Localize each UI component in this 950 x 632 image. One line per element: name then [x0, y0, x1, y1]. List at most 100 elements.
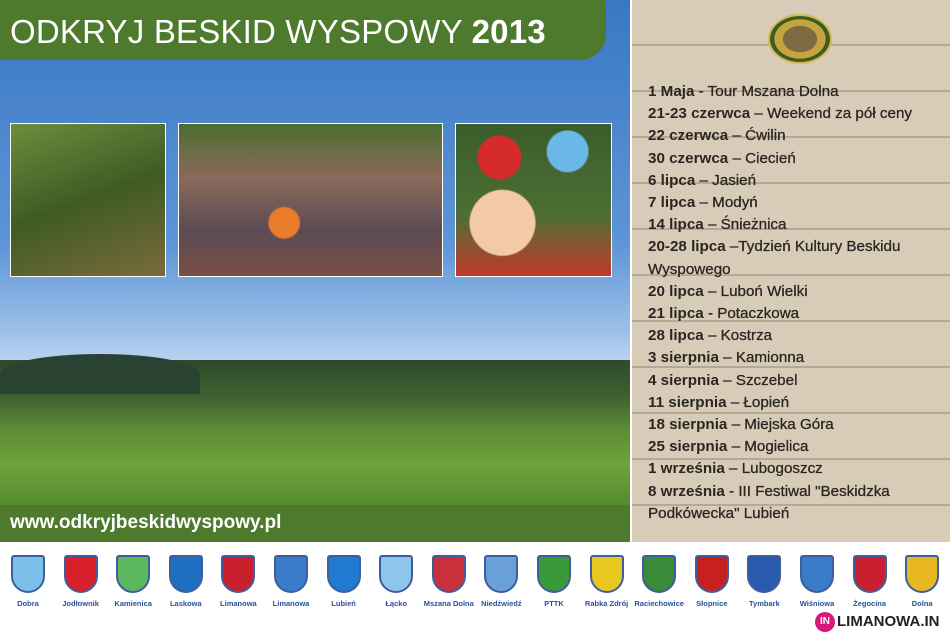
event-item: 25 sierpnia – Mogielica	[648, 436, 950, 458]
event-item: 1 Maja - Tour Mszana Dolna	[648, 81, 950, 103]
event-date: 4 sierpnia	[648, 371, 719, 389]
coat-of-arms-icon	[905, 555, 940, 593]
event-schedule-panel	[632, 0, 950, 542]
event-date: 21-23 czerwca	[648, 105, 751, 123]
crest-item: Słopnice	[686, 555, 738, 608]
crest-label: Dolna	[911, 599, 933, 608]
event-name: Jasień	[712, 171, 757, 189]
event-separator: –	[727, 438, 745, 456]
crest-item: Raciechowice	[633, 555, 685, 608]
event-name: Łopień	[743, 393, 790, 411]
photo-children	[455, 123, 612, 277]
crest-label: Wiśniowa	[799, 599, 835, 608]
coat-of-arms-icon	[484, 555, 519, 593]
crest-item: Dobra	[2, 555, 54, 608]
event-name: Lubogoszcz	[741, 460, 823, 478]
crest-label: Słopnice	[696, 599, 728, 608]
title-year: 2013	[471, 13, 546, 50]
landscape-image	[0, 354, 630, 510]
title-text: ODKRYJ BESKID WYSPOWY	[10, 13, 463, 50]
event-item: 1 września – Lubogoszcz	[648, 458, 950, 480]
event-name: Luboń Wielki	[720, 282, 808, 300]
event-date: 30 czerwca	[648, 149, 729, 167]
event-separator: –	[703, 216, 721, 234]
event-separator: –	[725, 238, 739, 256]
event-date: 1 Maja	[648, 83, 695, 100]
event-date: 20 lipca	[648, 282, 704, 300]
event-separator: –	[703, 327, 721, 345]
crest-item: Dolna	[896, 555, 948, 608]
crest-label: Kamienica	[114, 599, 152, 608]
crest-label: Rabka Zdrój	[584, 599, 629, 608]
website-link[interactable]: www.odkryjbeskidwyspowy.pl	[0, 505, 630, 542]
event-date: 11 sierpnia	[648, 393, 727, 411]
event-separator: –	[726, 393, 744, 411]
event-date: 3 sierpnia	[648, 349, 719, 367]
beskid-logo	[768, 14, 832, 64]
event-item: 6 lipca – Jasień	[648, 170, 950, 192]
event-name: Modyń	[712, 194, 758, 212]
coat-of-arms-icon	[221, 555, 256, 593]
event-date: 20-28 lipca	[648, 238, 726, 256]
watermark-text: LIMANOWA.IN	[837, 613, 940, 630]
event-item: 11 sierpnia – Łopień	[648, 392, 950, 414]
event-date: 28 lipca	[648, 327, 704, 345]
event-item: 14 lipca – Śnieżnica	[648, 214, 950, 236]
crest-item: Niedźwiedź	[475, 555, 527, 608]
crest-label: Jodłownik	[62, 599, 99, 608]
event-item: 20 lipca – Luboń Wielki	[648, 281, 950, 303]
coat-of-arms-icon	[852, 555, 887, 593]
event-date: 22 czerwca	[648, 127, 729, 145]
event-date: 6 lipca	[648, 171, 696, 189]
crest-item: Kamienica	[107, 555, 159, 608]
event-name: Ciecień	[745, 149, 796, 167]
coat-of-arms-icon	[694, 555, 729, 593]
coat-of-arms-icon	[168, 555, 203, 593]
event-name: Ćwilin	[745, 127, 786, 145]
event-date: 1 września	[648, 460, 725, 478]
crest-label: Niedźwiedź	[481, 599, 522, 608]
photo-crowd	[178, 123, 443, 277]
event-separator: –	[750, 105, 768, 123]
event-name: Tour Mszana Dolna	[707, 83, 839, 100]
event-date: 8 września	[648, 482, 725, 500]
event-separator: –	[695, 194, 713, 212]
event-name: III Festiwal "Beskidzka Podkówecka" Lubi…	[648, 482, 890, 523]
event-name: Śnieżnica	[720, 216, 787, 234]
event-name: Kamionna	[735, 349, 805, 367]
event-separator: –	[695, 171, 713, 189]
event-item: 20-28 lipca –Tydzień Kultury Beskidu Wys…	[648, 236, 950, 280]
event-item: 4 sierpnia – Szczebel	[648, 370, 950, 392]
coat-of-arms-icon	[11, 555, 45, 593]
event-separator: –	[724, 460, 742, 478]
event-item: 21-23 czerwca – Weekend za pół ceny	[648, 103, 950, 125]
coat-of-arms-icon	[63, 555, 98, 593]
coat-of-arms-icon	[116, 555, 151, 593]
coat-of-arms-icon	[537, 555, 571, 593]
crest-item: Limanowa	[265, 555, 317, 608]
event-list: 1 Maja - Tour Mszana Dolna 21-23 czerwca …	[648, 81, 950, 525]
event-separator: –	[727, 416, 745, 434]
municipality-crests: Dobra Jodłownik Kamienica Laskowa Limanowa Li…	[0, 555, 950, 612]
crest-label: Limanowa	[272, 599, 310, 608]
crest-label: Limanowa	[220, 599, 257, 608]
crest-label: Lubień	[331, 599, 356, 608]
coat-of-arms-icon	[274, 555, 308, 593]
event-item: 8 września - III Festiwal "Beskidzka Pod…	[648, 481, 950, 525]
coat-of-arms-icon	[642, 555, 677, 593]
event-item: 18 sierpnia – Miejska Góra	[648, 414, 950, 436]
crest-item: Mszana Dolna	[423, 555, 475, 608]
crest-item: Łącko	[370, 555, 422, 608]
crest-item: PTTK	[528, 555, 580, 608]
crest-label: Laskowa	[169, 599, 202, 608]
event-name: Szczebel	[735, 371, 798, 389]
event-date: 18 sierpnia	[648, 416, 728, 434]
watermark-badge: IN	[815, 612, 835, 632]
event-name: Kostrza	[720, 327, 773, 345]
event-date: 25 sierpnia	[648, 438, 728, 456]
event-name: Potaczkowa	[717, 305, 800, 323]
crest-label: Mszana Dolna	[423, 599, 474, 608]
event-name: Miejska Góra	[744, 416, 834, 434]
crest-label: PTTK	[544, 599, 564, 608]
crest-item: Wiśniowa	[791, 555, 843, 608]
